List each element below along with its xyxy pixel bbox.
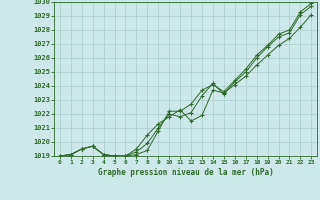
X-axis label: Graphe pression niveau de la mer (hPa): Graphe pression niveau de la mer (hPa) xyxy=(98,168,274,177)
